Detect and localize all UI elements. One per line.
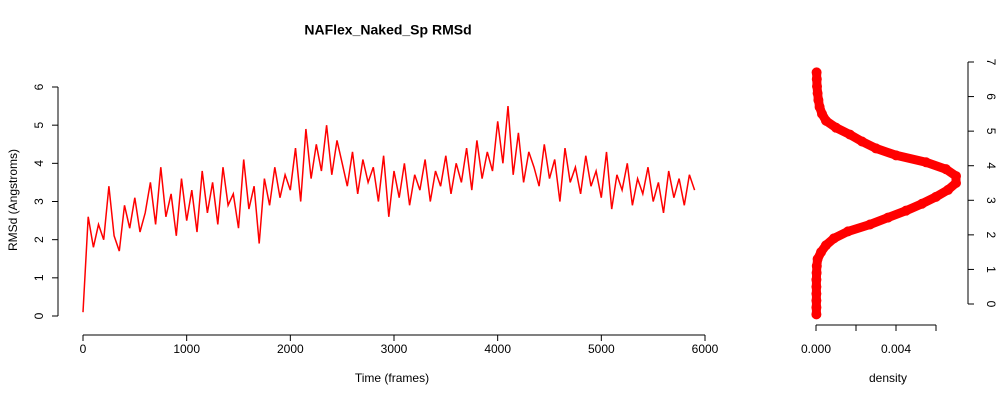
x-tick-label: 4000 [484, 342, 511, 356]
density-point [871, 143, 881, 154]
y-tick-label: 4 [32, 160, 46, 167]
x-tick-label: 1000 [173, 342, 200, 356]
density-point [943, 184, 953, 195]
x-axis-label: density [869, 371, 907, 385]
y-tick-label: 6 [984, 93, 998, 100]
data-line [82, 106, 696, 313]
density-point [941, 164, 951, 175]
density-point [829, 233, 839, 244]
density-point [891, 150, 901, 161]
y-tick-label: 4 [984, 162, 998, 169]
density-point [931, 191, 941, 202]
density-point [951, 171, 961, 182]
y-tick-label: 5 [984, 128, 998, 135]
density-point [831, 122, 841, 133]
y-tick-label: 2 [32, 236, 46, 243]
x-axis-label: Time (frames) [355, 371, 429, 385]
density-point [857, 136, 867, 147]
density-point [921, 157, 931, 168]
y-tick-label: 0 [984, 301, 998, 308]
y-tick-label: 7 [984, 59, 998, 66]
density-point [845, 129, 855, 140]
y-axis-label: RMSd (Angstroms) [6, 149, 20, 251]
x-tick-label: 0.000 [801, 342, 831, 356]
y-tick-label: 3 [32, 198, 46, 205]
x-tick-label: 3000 [381, 342, 408, 356]
density-point [821, 240, 831, 251]
y-tick-label: 5 [32, 122, 46, 129]
y-tick-label: 6 [32, 83, 46, 90]
density-point [843, 226, 853, 237]
x-tick-label: 0.004 [881, 342, 911, 356]
x-tick-label: 5000 [588, 342, 615, 356]
density-point [883, 212, 893, 223]
density-point [917, 198, 927, 209]
x-tick-label: 0 [80, 342, 87, 356]
density-point [816, 247, 826, 258]
y-tick-label: 2 [984, 232, 998, 239]
chart-title: NAFlex_Naked_Sp RMSd [304, 22, 471, 38]
y-tick-label: 3 [984, 197, 998, 204]
y-tick-label: 1 [32, 274, 46, 281]
density-point [901, 205, 911, 216]
density-point [811, 67, 822, 78]
y-tick-label: 1 [984, 266, 998, 273]
x-tick-label: 2000 [277, 342, 304, 356]
y-tick-label: 0 [32, 312, 46, 319]
density-point [865, 219, 875, 230]
x-tick-label: 6000 [692, 342, 719, 356]
